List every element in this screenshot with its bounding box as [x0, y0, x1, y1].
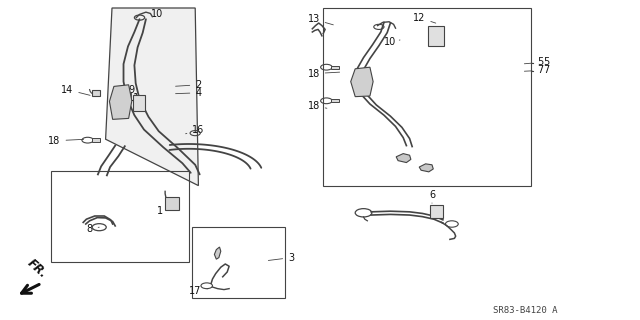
Bar	[323, 8, 531, 186]
Bar	[92, 90, 100, 96]
Text: 11: 11	[128, 92, 141, 103]
Text: 5: 5	[524, 57, 544, 68]
Text: 18: 18	[48, 136, 84, 146]
Bar	[92, 138, 100, 142]
Bar	[331, 66, 339, 69]
Bar	[428, 26, 444, 46]
Bar	[430, 205, 443, 218]
Text: 3: 3	[268, 252, 294, 263]
Bar	[133, 95, 145, 111]
Text: 4: 4	[175, 88, 202, 98]
Bar	[192, 227, 285, 298]
Text: 7: 7	[524, 65, 544, 76]
Text: 6: 6	[429, 190, 435, 203]
Bar	[165, 197, 179, 210]
Polygon shape	[419, 164, 433, 172]
Bar	[331, 99, 339, 102]
Text: 18: 18	[307, 100, 327, 111]
Text: 10: 10	[150, 9, 163, 20]
Text: 8: 8	[86, 224, 99, 234]
Text: FR.: FR.	[25, 256, 49, 281]
Text: 13: 13	[307, 14, 333, 25]
Text: 10: 10	[384, 36, 400, 47]
Text: 14: 14	[61, 84, 90, 95]
Text: 16: 16	[186, 124, 205, 135]
Text: 2: 2	[175, 80, 202, 90]
Text: 15: 15	[355, 76, 368, 87]
Text: 1: 1	[157, 206, 170, 216]
Polygon shape	[214, 247, 221, 259]
Text: SR83-B4120 A: SR83-B4120 A	[493, 306, 557, 315]
Text: 18: 18	[307, 68, 340, 79]
Text: 9: 9	[128, 84, 134, 95]
Text: 12: 12	[413, 12, 436, 23]
Text: 17: 17	[189, 286, 209, 296]
Polygon shape	[396, 154, 411, 163]
Polygon shape	[109, 85, 132, 119]
Bar	[51, 171, 189, 262]
Text: 5: 5	[543, 57, 549, 68]
Polygon shape	[351, 67, 373, 97]
Text: 7: 7	[543, 65, 549, 76]
Polygon shape	[106, 8, 198, 186]
